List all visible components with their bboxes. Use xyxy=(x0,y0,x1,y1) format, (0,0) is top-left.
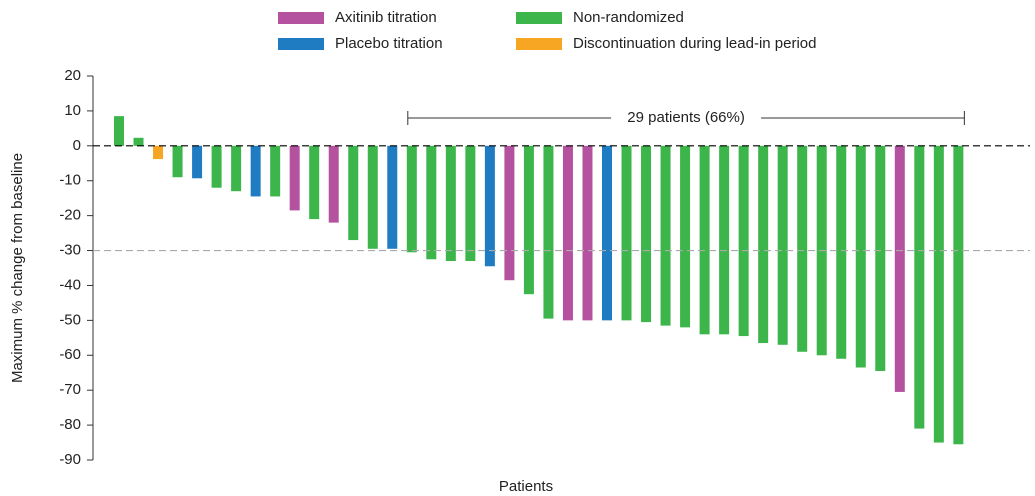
legend-label: Non-randomized xyxy=(573,9,684,26)
y-tick-label: 0 xyxy=(73,137,81,154)
bar xyxy=(348,145,359,241)
y-tick-label: -50 xyxy=(59,311,81,328)
y-axis-label: Maximum % change from baseline xyxy=(9,153,26,383)
bar xyxy=(543,145,554,319)
bar xyxy=(797,145,808,352)
bar xyxy=(367,145,378,249)
y-tick-label: -80 xyxy=(59,416,81,433)
bar xyxy=(133,137,144,146)
y-tick-label: 10 xyxy=(64,102,81,119)
bar xyxy=(758,145,769,344)
annotation: 29 patients (66%) xyxy=(627,109,745,126)
y-tick-label: -20 xyxy=(59,207,81,224)
bar xyxy=(602,145,612,321)
y-tick-label: -70 xyxy=(59,381,81,398)
bar xyxy=(641,145,652,323)
legend-swatch xyxy=(278,12,324,24)
y-tick-label: 20 xyxy=(64,67,81,84)
bar xyxy=(680,145,691,328)
bar xyxy=(582,145,593,321)
bar xyxy=(270,145,281,197)
bar xyxy=(953,145,964,445)
bar xyxy=(562,145,573,321)
bar xyxy=(328,145,339,223)
bar xyxy=(660,145,671,326)
bar xyxy=(738,145,749,337)
bar xyxy=(836,145,847,359)
bar xyxy=(289,145,300,211)
x-axis-label: Patients xyxy=(499,478,553,495)
bar xyxy=(114,116,124,146)
bar xyxy=(426,145,437,260)
bar xyxy=(699,145,710,335)
bar xyxy=(153,145,164,160)
bar xyxy=(309,145,320,220)
bar xyxy=(465,145,476,262)
bar xyxy=(777,145,788,345)
legend-swatch xyxy=(278,38,324,50)
y-tick-label: -90 xyxy=(59,451,81,468)
y-tick-label: -10 xyxy=(59,172,81,189)
bar xyxy=(719,145,730,335)
bar xyxy=(172,145,183,178)
bar xyxy=(231,145,242,192)
bar xyxy=(914,145,925,429)
y-tick-label: -60 xyxy=(59,346,81,363)
annotation-bg xyxy=(611,109,762,127)
bar xyxy=(250,145,261,197)
bar xyxy=(523,145,534,295)
y-tick-label: -40 xyxy=(59,276,81,293)
bar xyxy=(406,145,417,253)
bar xyxy=(387,145,398,249)
legend-swatch xyxy=(516,12,562,24)
legend-swatch xyxy=(516,38,562,50)
bar xyxy=(445,145,456,262)
legend-label: Axitinib titration xyxy=(335,9,437,26)
bar xyxy=(211,145,222,188)
bar xyxy=(484,145,495,267)
bar xyxy=(621,145,632,321)
bar xyxy=(192,145,203,179)
bar xyxy=(875,145,886,371)
legend-label: Discontinuation during lead-in period xyxy=(573,35,817,52)
y-tick-label: -30 xyxy=(59,242,81,259)
bar xyxy=(894,145,905,392)
bar xyxy=(504,145,515,281)
legend-label: Placebo titration xyxy=(335,35,443,52)
bar xyxy=(933,145,944,443)
bar xyxy=(855,145,866,368)
